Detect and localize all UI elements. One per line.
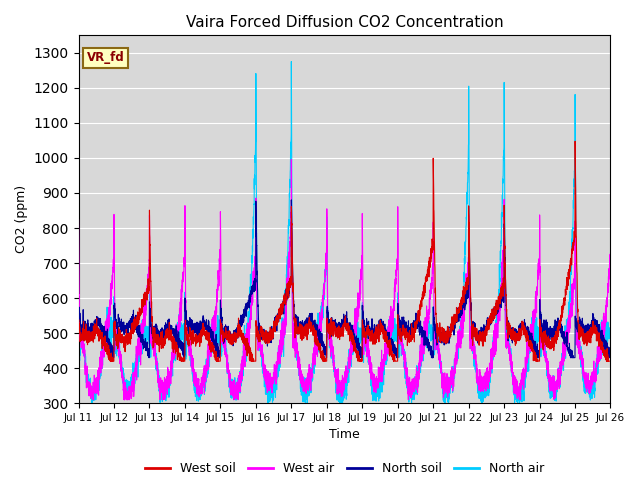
Y-axis label: CO2 (ppm): CO2 (ppm) bbox=[15, 185, 28, 253]
Legend: West soil, West air, North soil, North air: West soil, West air, North soil, North a… bbox=[140, 457, 549, 480]
X-axis label: Time: Time bbox=[329, 429, 360, 442]
Title: Vaira Forced Diffusion CO2 Concentration: Vaira Forced Diffusion CO2 Concentration bbox=[186, 15, 503, 30]
Text: VR_fd: VR_fd bbox=[86, 51, 124, 64]
